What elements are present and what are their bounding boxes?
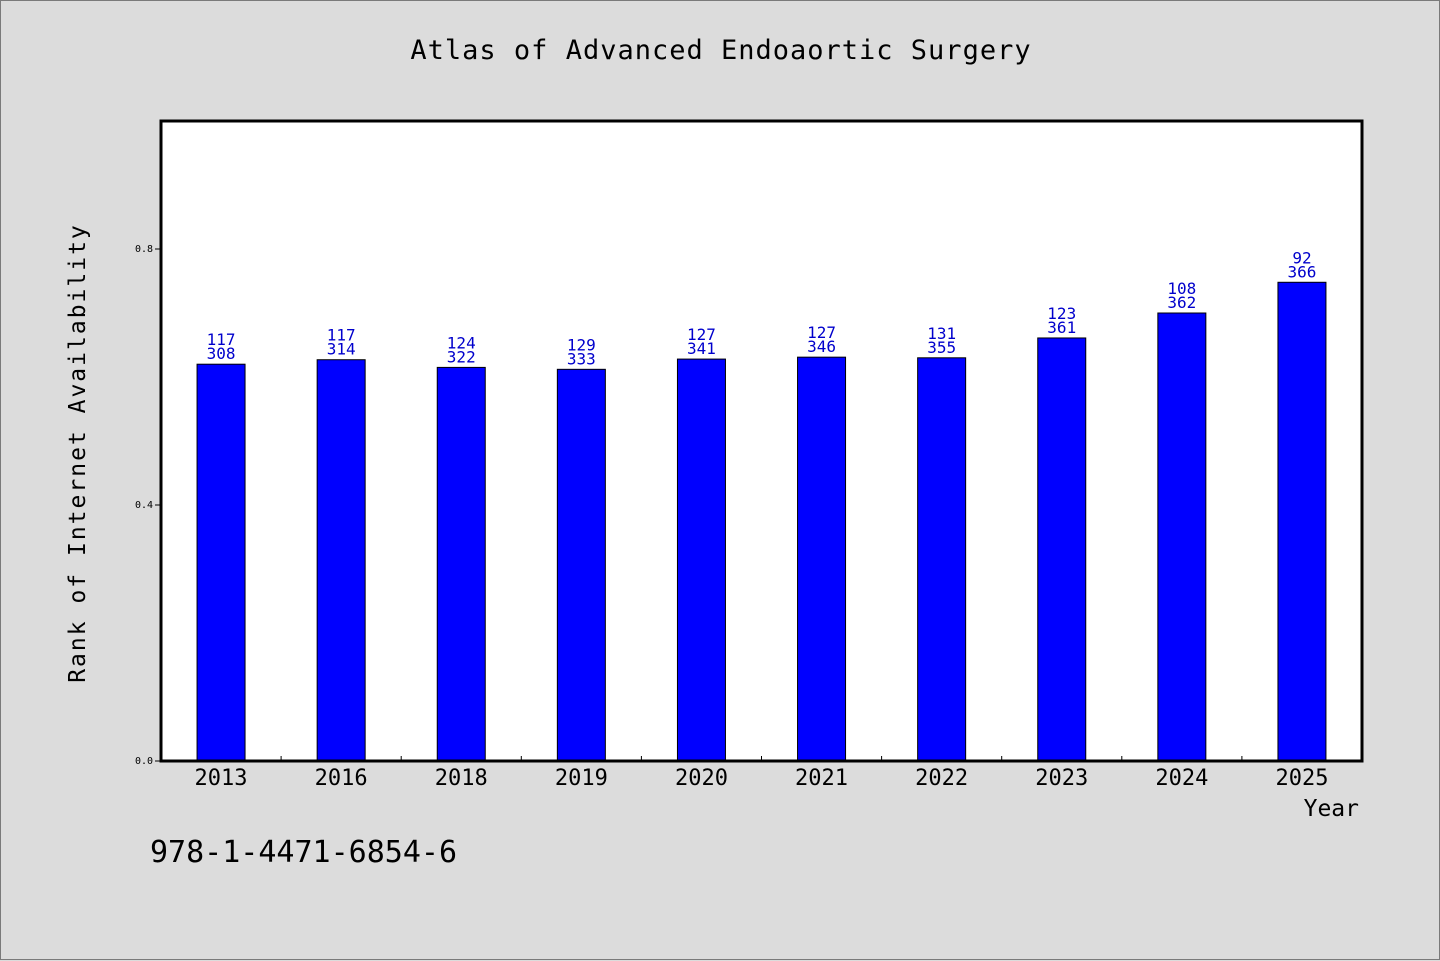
data-label-top: 123 [1047,304,1076,323]
data-label-bottom: 346 [807,337,836,356]
data-label-top: 129 [567,335,596,354]
data-label-top: 108 [1167,279,1196,298]
bar [676,358,726,762]
data-label-top: 124 [447,333,476,352]
data-label-bottom: 341 [687,339,716,358]
x-tick-label: 2018 [435,766,488,791]
bar [316,359,366,762]
data-label-top: 127 [687,325,716,344]
data-label-bottom: 366 [1287,262,1316,281]
x-tick-label: 2024 [1155,766,1208,791]
x-tick-label: 2021 [795,766,848,791]
data-label-top: 127 [807,323,836,342]
data-label-bottom: 361 [1047,318,1076,337]
bar [1157,312,1207,762]
x-tick-label: 2025 [1275,766,1328,791]
chart-title: Atlas of Advanced Endoaortic Surgery [410,35,1032,66]
y-axis-label: Rank of Internet Availability [65,223,91,683]
x-tick-label: 2019 [555,766,608,791]
x-tick-label: 2016 [315,766,368,791]
data-label-bottom: 308 [207,344,236,363]
x-axis-label: Year [1303,796,1359,822]
bar [1037,337,1087,762]
x-tick-label: 2020 [675,766,728,791]
y-tick-label: 0.4 [135,500,153,511]
bar [917,357,967,762]
plot-frame [159,119,1364,763]
data-label-top: 131 [927,324,956,343]
y-tick-label: 0.8 [135,244,153,255]
bar [196,363,246,762]
bar [556,368,606,762]
data-label-top: 117 [327,326,356,345]
data-label-bottom: 333 [567,349,596,368]
bar [797,356,847,762]
bar [436,366,486,762]
data-label-bottom: 314 [327,340,356,359]
x-tick-label: 2013 [195,766,248,791]
isbn-text: 978-1-4471-6854-6 [150,835,458,870]
data-label-bottom: 322 [447,347,476,366]
data-label-top: 117 [207,330,236,349]
x-tick-label: 2022 [915,766,968,791]
data-label-top: 92 [1292,248,1311,267]
bar [1277,281,1327,762]
data-label-bottom: 362 [1167,293,1196,312]
y-tick-label: 0.0 [135,756,153,767]
x-tick-label: 2023 [1035,766,1088,791]
data-label-bottom: 355 [927,338,956,357]
